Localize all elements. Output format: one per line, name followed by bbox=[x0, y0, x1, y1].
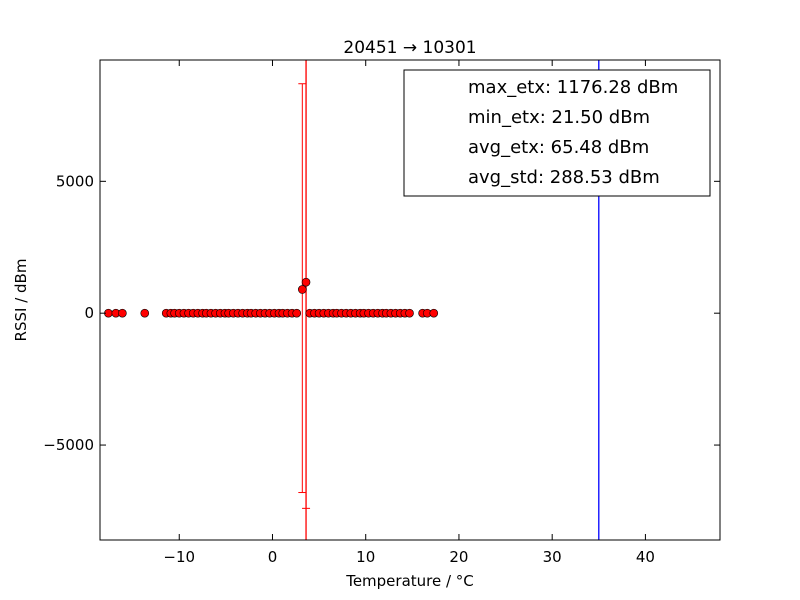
legend-box bbox=[403, 69, 711, 197]
y-tick-label: 0 bbox=[84, 304, 94, 322]
y-tick-label: −5000 bbox=[43, 436, 94, 454]
plot-area bbox=[104, 60, 600, 540]
axis-ticks: −10 0 10 20 30 40 −5000 0 5000 bbox=[43, 60, 720, 566]
legend-entry: avg_etx: 65.48 dBm bbox=[468, 137, 649, 158]
x-tick-label: 0 bbox=[268, 548, 278, 566]
y-axis-label: RSSI / dBm bbox=[12, 259, 30, 342]
data-point bbox=[118, 308, 127, 318]
legend: max_etx: 1176.28 dBm min_etx: 21.50 dBm … bbox=[403, 69, 711, 197]
legend-entry: avg_std: 288.53 dBm bbox=[468, 167, 660, 188]
axes-frame bbox=[99, 59, 721, 541]
x-tick-label: 20 bbox=[449, 548, 468, 566]
data-point bbox=[301, 277, 311, 287]
x-tick-label: 30 bbox=[543, 548, 562, 566]
x-tick-label: 10 bbox=[356, 548, 375, 566]
x-axis-label: Temperature / °C bbox=[345, 572, 474, 590]
data-point bbox=[292, 308, 302, 318]
x-tick-label: −10 bbox=[163, 548, 195, 566]
legend-entry: max_etx: 1176.28 dBm bbox=[468, 77, 678, 98]
x-tick-label: 40 bbox=[636, 548, 655, 566]
data-point bbox=[140, 308, 150, 318]
chart-title: 20451 → 10301 bbox=[343, 38, 476, 58]
data-point bbox=[429, 308, 439, 318]
y-tick-label: 5000 bbox=[56, 172, 94, 190]
data-point bbox=[405, 308, 414, 318]
data-point bbox=[298, 285, 307, 294]
legend-entry: min_etx: 21.50 dBm bbox=[468, 107, 650, 128]
